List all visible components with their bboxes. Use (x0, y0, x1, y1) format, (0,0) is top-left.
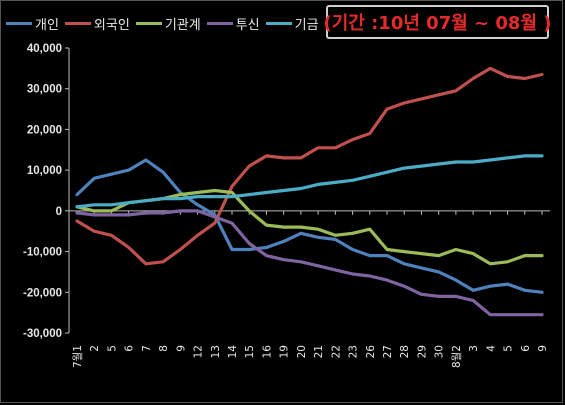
x-tick-label: 26 (365, 345, 377, 359)
legend-item-institution: 기관계 (135, 14, 201, 33)
y-tick-label: 20,000 (27, 124, 62, 136)
y-tick-label: 0 (56, 206, 62, 218)
x-tick-label: 9 (175, 345, 187, 352)
series-line-1 (75, 66, 544, 266)
x-tick-label: 9 (537, 345, 549, 352)
x-tick-label: 4 (485, 345, 497, 352)
x-tick-label: 5 (106, 345, 118, 352)
legend-swatch-gaein (6, 22, 32, 25)
x-tick-label: 3 (468, 345, 480, 352)
legend-swatch-trust (206, 22, 233, 25)
legend-item-foreign: 외국인 (64, 14, 130, 33)
legend-item-fund: 기금 (265, 14, 319, 33)
legend-swatch-foreign (64, 22, 91, 25)
x-tick-label: 30 (434, 345, 446, 358)
legend-label-foreign: 외국인 (93, 18, 130, 33)
x-tick-label: 5 (503, 345, 515, 352)
x-tick-label: 13 (210, 345, 222, 358)
legend-label-gaein: 개인 (35, 18, 59, 33)
chart-title-box: (기간 :10년 07월 ~ 08월 ) (323, 5, 552, 39)
legend-swatch-institution (135, 22, 162, 25)
legend: 개인 외국인 기관계 투신 기금 (6, 14, 319, 33)
series-line-3 (75, 209, 544, 317)
x-tick-label: 16 (261, 345, 273, 359)
x-tick-label: 2 (89, 345, 101, 352)
x-tick-label: 29 (416, 345, 428, 358)
x-tick-label: 8월2 (451, 345, 463, 368)
chart-title: (기간 :10년 07월 ~ 08월 ) (323, 13, 552, 34)
x-tick-label: 27 (382, 345, 394, 358)
series-line-0 (75, 158, 544, 294)
series-line-4 (75, 154, 544, 209)
x-tick-label: 14 (227, 345, 239, 359)
x-tick-label: 21 (313, 345, 325, 358)
x-tick-label: 7월1 (72, 345, 84, 368)
x-tick-label: 19 (279, 345, 291, 358)
x-tick-label: 20 (296, 345, 308, 358)
legend-item-trust: 투신 (206, 14, 260, 33)
x-tick-label: 22 (330, 345, 342, 358)
x-tick-label: 6 (520, 345, 532, 352)
x-tick-label: 28 (399, 345, 411, 358)
x-tick-label: 8 (158, 345, 170, 352)
legend-label-institution: 기관계 (164, 18, 201, 33)
y-tick-label: -10,000 (23, 247, 62, 259)
x-tick-label: 12 (193, 345, 205, 358)
y-tick-label: 40,000 (27, 43, 62, 55)
legend-label-trust: 투신 (235, 18, 260, 33)
x-tick-label: 15 (244, 345, 256, 358)
legend-label-fund: 기금 (294, 18, 319, 33)
y-tick-label: 10,000 (27, 165, 62, 177)
y-tick-label: -20,000 (23, 287, 62, 299)
y-tick-label: -30,000 (23, 328, 62, 340)
x-tick-label: 6 (124, 345, 136, 352)
x-tick-label: 23 (348, 345, 360, 358)
legend-swatch-fund (265, 22, 292, 25)
x-tick-label: 7 (141, 345, 153, 352)
y-tick-label: 30,000 (27, 84, 62, 96)
legend-item-gaein: 개인 (6, 14, 59, 33)
